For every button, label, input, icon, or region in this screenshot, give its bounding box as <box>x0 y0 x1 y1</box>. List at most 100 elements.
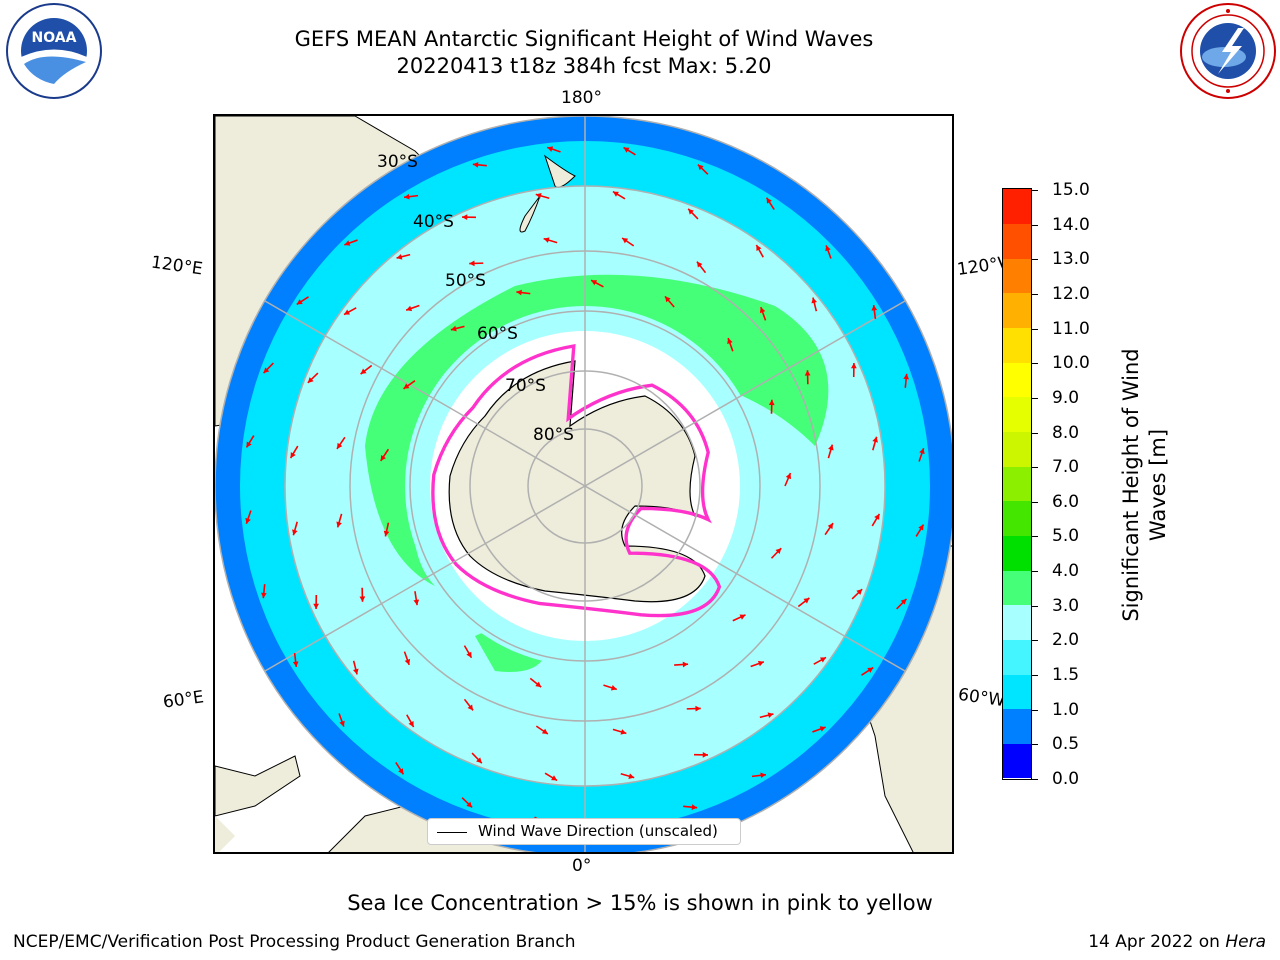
colorbar-tick-label: 3.0 <box>1052 595 1080 616</box>
wind-arrow-head <box>757 660 764 667</box>
wind-arrow-head <box>768 399 775 406</box>
map-subtitle: 20220413 t18z 384h fcst Max: 5.20 <box>396 54 772 78</box>
colorbar-tick-mark <box>1032 224 1038 226</box>
colorbar-tick-mark <box>1032 501 1038 503</box>
wind-arrow-head <box>408 721 414 728</box>
wind-arrow-head <box>811 297 818 304</box>
colorbar-tick-mark <box>1032 363 1038 365</box>
colorbar-tick-label: 12.0 <box>1052 283 1090 304</box>
wind-arrow-head <box>691 804 698 811</box>
lat-label-80s: 80°S <box>533 425 574 445</box>
wind-arrow-head <box>260 592 267 599</box>
wind-arrow-head <box>918 524 924 531</box>
lon-label-60e: 60°E <box>161 687 206 713</box>
wind-arrow-head <box>541 728 548 735</box>
colorbar-segment <box>1003 674 1031 710</box>
wind-arrow-head <box>535 681 542 688</box>
map-panel: 30°S 40°S 50°S 60°S 70°S 80°S Wind Wave … <box>213 114 954 854</box>
wind-arrow-head <box>827 523 834 530</box>
colorbar-segment <box>1003 396 1031 433</box>
wind-arrow-head <box>263 367 270 374</box>
wind-arrow-head <box>874 513 880 520</box>
wind-arrow-head <box>396 253 403 260</box>
wind-arrow-head <box>246 441 252 448</box>
colorbar-segment <box>1003 466 1031 502</box>
colorbar-tick-mark <box>1032 605 1038 607</box>
wind-arrow-head <box>535 193 542 199</box>
wind-arrow-head <box>380 454 386 461</box>
wind-arrow-head <box>871 305 878 311</box>
wind-arrow-head <box>696 261 703 268</box>
colorbar-segment <box>1003 743 1031 779</box>
date-stamp: 14 Apr 2022 on Hera <box>1088 932 1266 952</box>
polar-map <box>215 116 952 852</box>
colorbar-tick-label: 6.0 <box>1052 491 1080 512</box>
wind-arrow-head <box>702 751 709 758</box>
wind-arrow-head <box>336 442 343 449</box>
wind-arrow-head <box>466 651 472 658</box>
wind-arrow-head <box>682 661 689 668</box>
colorbar-segment <box>1003 708 1031 744</box>
wind-arrow-head <box>469 260 475 267</box>
wind-arrow-head <box>290 452 296 459</box>
lat-label-70s: 70°S <box>505 376 546 396</box>
colorbar-tick-mark <box>1032 293 1038 295</box>
colorbar-tick-label: 14.0 <box>1052 214 1090 235</box>
colorbar-tick-mark <box>1032 190 1038 191</box>
wind-arrow-head <box>739 614 746 620</box>
wind-arrow-head <box>516 289 522 296</box>
wind-arrow-head <box>413 599 420 606</box>
colorbar-tick-label: 9.0 <box>1052 387 1080 408</box>
wind-arrow-head <box>398 768 404 775</box>
wind-arrow-head <box>819 726 826 732</box>
colorbar-segment <box>1003 258 1031 294</box>
colorbar <box>1002 188 1032 780</box>
wind-arrow-head <box>628 773 635 779</box>
wind-wave-arrows <box>245 146 925 826</box>
wind-arrow-head <box>803 597 810 604</box>
colorbar-tick-label: 0.5 <box>1052 734 1080 755</box>
wind-arrow-head <box>766 197 772 204</box>
lat-label-40s: 40°S <box>413 212 454 232</box>
wind-arrow-head <box>759 307 766 314</box>
colorbar-tick-mark <box>1032 571 1038 573</box>
wind-arrow-head <box>612 191 619 197</box>
colorbar-tick-label: 1.0 <box>1052 699 1080 720</box>
wind-arrow-head <box>292 529 298 536</box>
colorbar-segment <box>1003 431 1031 467</box>
colorbar-segment <box>1003 570 1031 606</box>
wind-arrow-head <box>543 237 550 243</box>
wind-arrow-head <box>760 772 766 779</box>
wind-arrow-head <box>665 296 671 303</box>
map-legend: Wind Wave Direction (unscaled) <box>427 818 741 845</box>
colorbar-tick-label: 11.0 <box>1052 318 1090 339</box>
wind-arrow-head <box>383 530 390 537</box>
wind-arrow-head <box>828 444 834 451</box>
wind-arrow-head <box>804 370 811 376</box>
wind-arrow-head <box>404 193 410 200</box>
madagascar-land <box>215 755 301 817</box>
legend-line-swatch <box>437 832 467 833</box>
wind-arrow-head <box>472 161 479 168</box>
colorbar-tick-label: 8.0 <box>1052 422 1080 443</box>
wind-arrow-head <box>307 377 314 383</box>
wind-arrow-head <box>313 603 320 610</box>
colorbar-tick-mark <box>1032 709 1038 711</box>
credit-line: NCEP/EMC/Verification Post Processing Pr… <box>13 932 576 952</box>
wind-arrow-head <box>903 373 910 380</box>
colorbar-segment <box>1003 535 1031 571</box>
wind-arrow-head <box>775 548 782 554</box>
wind-arrow-head <box>292 661 299 667</box>
colorbar-tick-mark <box>1032 675 1038 677</box>
wind-arrow-head <box>697 164 704 171</box>
wind-arrow-head <box>406 305 413 312</box>
nws-logo <box>1180 3 1276 99</box>
colorbar-tick-label: 15.0 <box>1052 180 1090 200</box>
graticule <box>215 116 952 852</box>
lon-label-180: 180° <box>561 88 602 108</box>
colorbar-tick-mark <box>1032 397 1038 399</box>
wind-arrow-head <box>344 240 351 246</box>
svg-text:NOAA: NOAA <box>32 30 77 46</box>
colorbar-segment <box>1003 292 1031 329</box>
lon-label-60w: 60°W <box>956 684 1007 712</box>
